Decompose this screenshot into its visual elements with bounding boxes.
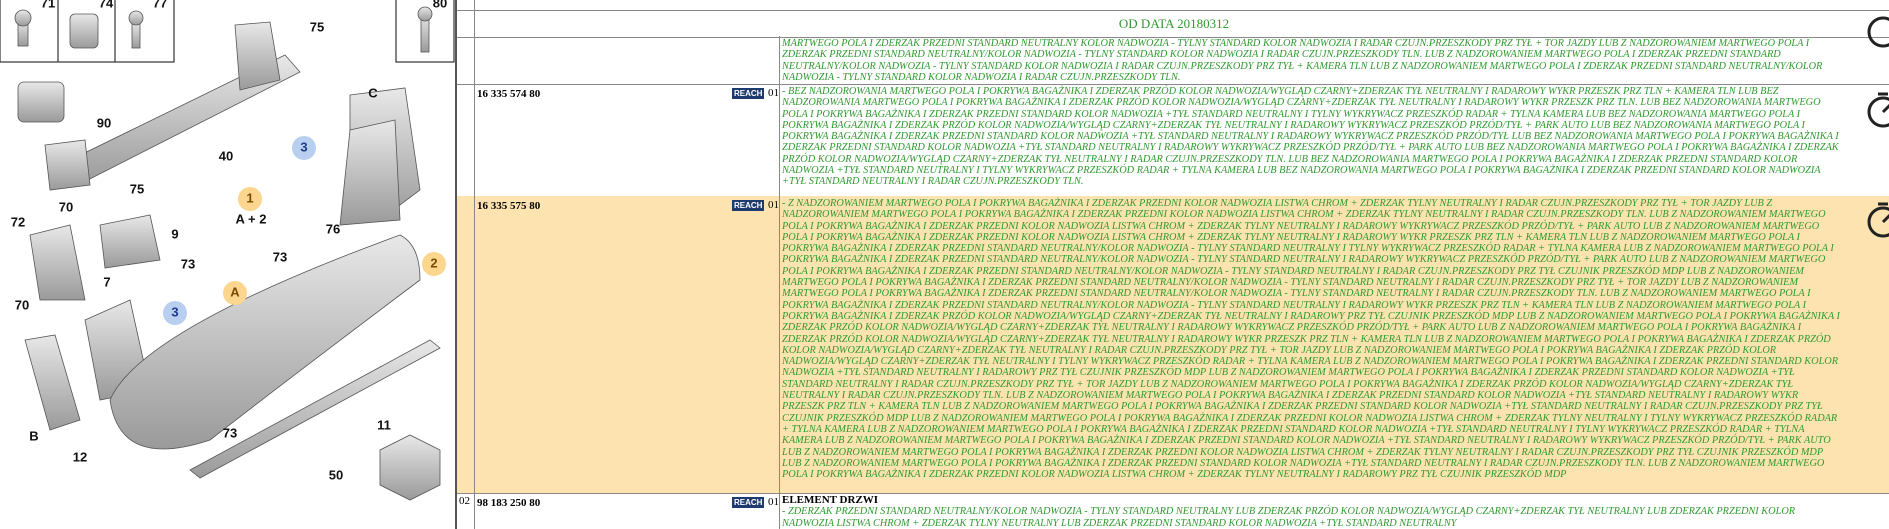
- column-line: [779, 493, 780, 529]
- callout-label: 2: [430, 255, 437, 270]
- table-row: MARTWEGO POLA I ZDERZAK PRZEDNI STANDARD…: [457, 36, 1889, 85]
- variant: 01: [768, 87, 779, 99]
- callout-label: 3: [300, 139, 307, 154]
- description-text: - Z NADZOROWANIEM MARTWEGO POLA I POKRYW…: [782, 198, 1840, 481]
- callout-label: A + 2: [236, 211, 267, 226]
- part-number: 98 183 250 80: [477, 497, 541, 509]
- timer-icons: [1867, 16, 1889, 238]
- description: MARTWEGO POLA I ZDERZAK PRZEDNI STANDARD…: [782, 38, 1842, 83]
- reach-badge: REACH: [732, 200, 765, 211]
- description-text: - BEZ NADZOROWANIA MARTWEGO POLA I POKRY…: [782, 86, 1839, 188]
- callout-circle: [292, 136, 316, 160]
- callout-label: 73: [273, 249, 287, 264]
- callout-circle: [163, 301, 187, 325]
- callout-label: 77: [153, 0, 167, 10]
- variant: 01: [768, 496, 779, 508]
- callout-label: 90: [97, 115, 111, 130]
- description: - BEZ NADZOROWANIA MARTWEGO POLA I POKRY…: [782, 86, 1842, 188]
- callout-circle: [422, 252, 446, 276]
- callout-label: 7: [103, 274, 110, 289]
- callout-label: 75: [130, 181, 144, 196]
- parts-table: OD DATA 20180312 MARTWEGO POLA I ZDERZAK…: [455, 0, 1889, 529]
- reach-badge: REACH: [732, 497, 765, 508]
- parts: [14, 6, 441, 501]
- description-text: MARTWEGO POLA I ZDERZAK PRZEDNI STANDARD…: [782, 38, 1823, 83]
- callout-label: 72: [11, 214, 25, 229]
- callout-circle: [238, 187, 262, 211]
- row-title: ELEMENT DRZWI: [782, 494, 879, 506]
- description-text: - ZDERZAK PRZEDNI STANDARD NEUTRALNY/KOL…: [782, 506, 1796, 529]
- column-line: [474, 196, 475, 493]
- callout-label: 76: [326, 221, 340, 236]
- reach-badge: REACH: [732, 88, 765, 99]
- callout-label: 50: [329, 467, 343, 482]
- callout-label: 74: [99, 0, 114, 10]
- callout-label: 73: [181, 256, 195, 271]
- parts-diagram: 71 74 77 80 75 90 40 75 C 3 1 A + 2 70 72 9 76 73 73 7 70 3 A…: [0, 0, 455, 501]
- callout-label: 12: [73, 449, 87, 464]
- column-line: [779, 84, 780, 196]
- callout-label: 1: [246, 190, 253, 205]
- table-row: 16 335 574 80 REACH 01- BEZ NADZOROWANIA M…: [457, 84, 1889, 197]
- callout-label: 3: [171, 304, 178, 319]
- column-line: [779, 36, 780, 84]
- table-row: 16 335 575 80 REACH 01- Z NADZOROWANIEM MA…: [457, 196, 1889, 494]
- callout-circle: [223, 281, 247, 305]
- row-index: 02: [459, 495, 470, 507]
- table-row: 02 98 183 250 80 REACH 01 ELEMENT DRZWI - ZDE…: [457, 493, 1889, 529]
- callouts: 71 74 77 80 75 90 40 75 C 3 1 A + 2 70 72 9 76 73 73 7 70 3 A…: [11, 0, 447, 482]
- description: - Z NADZOROWANIEM MARTWEGO POLA I POKRYW…: [782, 198, 1842, 480]
- callout-label: 40: [219, 148, 233, 163]
- part-number: 16 335 575 80: [477, 200, 541, 212]
- callout-label: 11: [377, 417, 391, 432]
- callout-label: 73: [223, 425, 237, 440]
- callout-label: B: [29, 428, 38, 443]
- callout-label: C: [368, 85, 378, 100]
- description: ELEMENT DRZWI - ZDERZAK PRZEDNI STANDARD …: [782, 494, 1842, 529]
- callout-label: 71: [41, 0, 55, 10]
- callout-label: 70: [15, 297, 29, 312]
- callout-label: 80: [433, 0, 447, 10]
- part-number: 16 335 574 80: [477, 88, 541, 100]
- callout-label: 70: [59, 199, 73, 214]
- callout-label: 9: [171, 226, 178, 241]
- column-line: [474, 36, 475, 84]
- callout-label: 75: [310, 19, 324, 34]
- part-boxes: [0, 0, 455, 63]
- column-line: [779, 196, 780, 493]
- variant: 01: [768, 199, 779, 211]
- column-line: [474, 84, 475, 196]
- column-line: [474, 493, 475, 529]
- date-header: OD DATA 20180312: [457, 10, 1889, 38]
- callout-label: A: [230, 284, 240, 299]
